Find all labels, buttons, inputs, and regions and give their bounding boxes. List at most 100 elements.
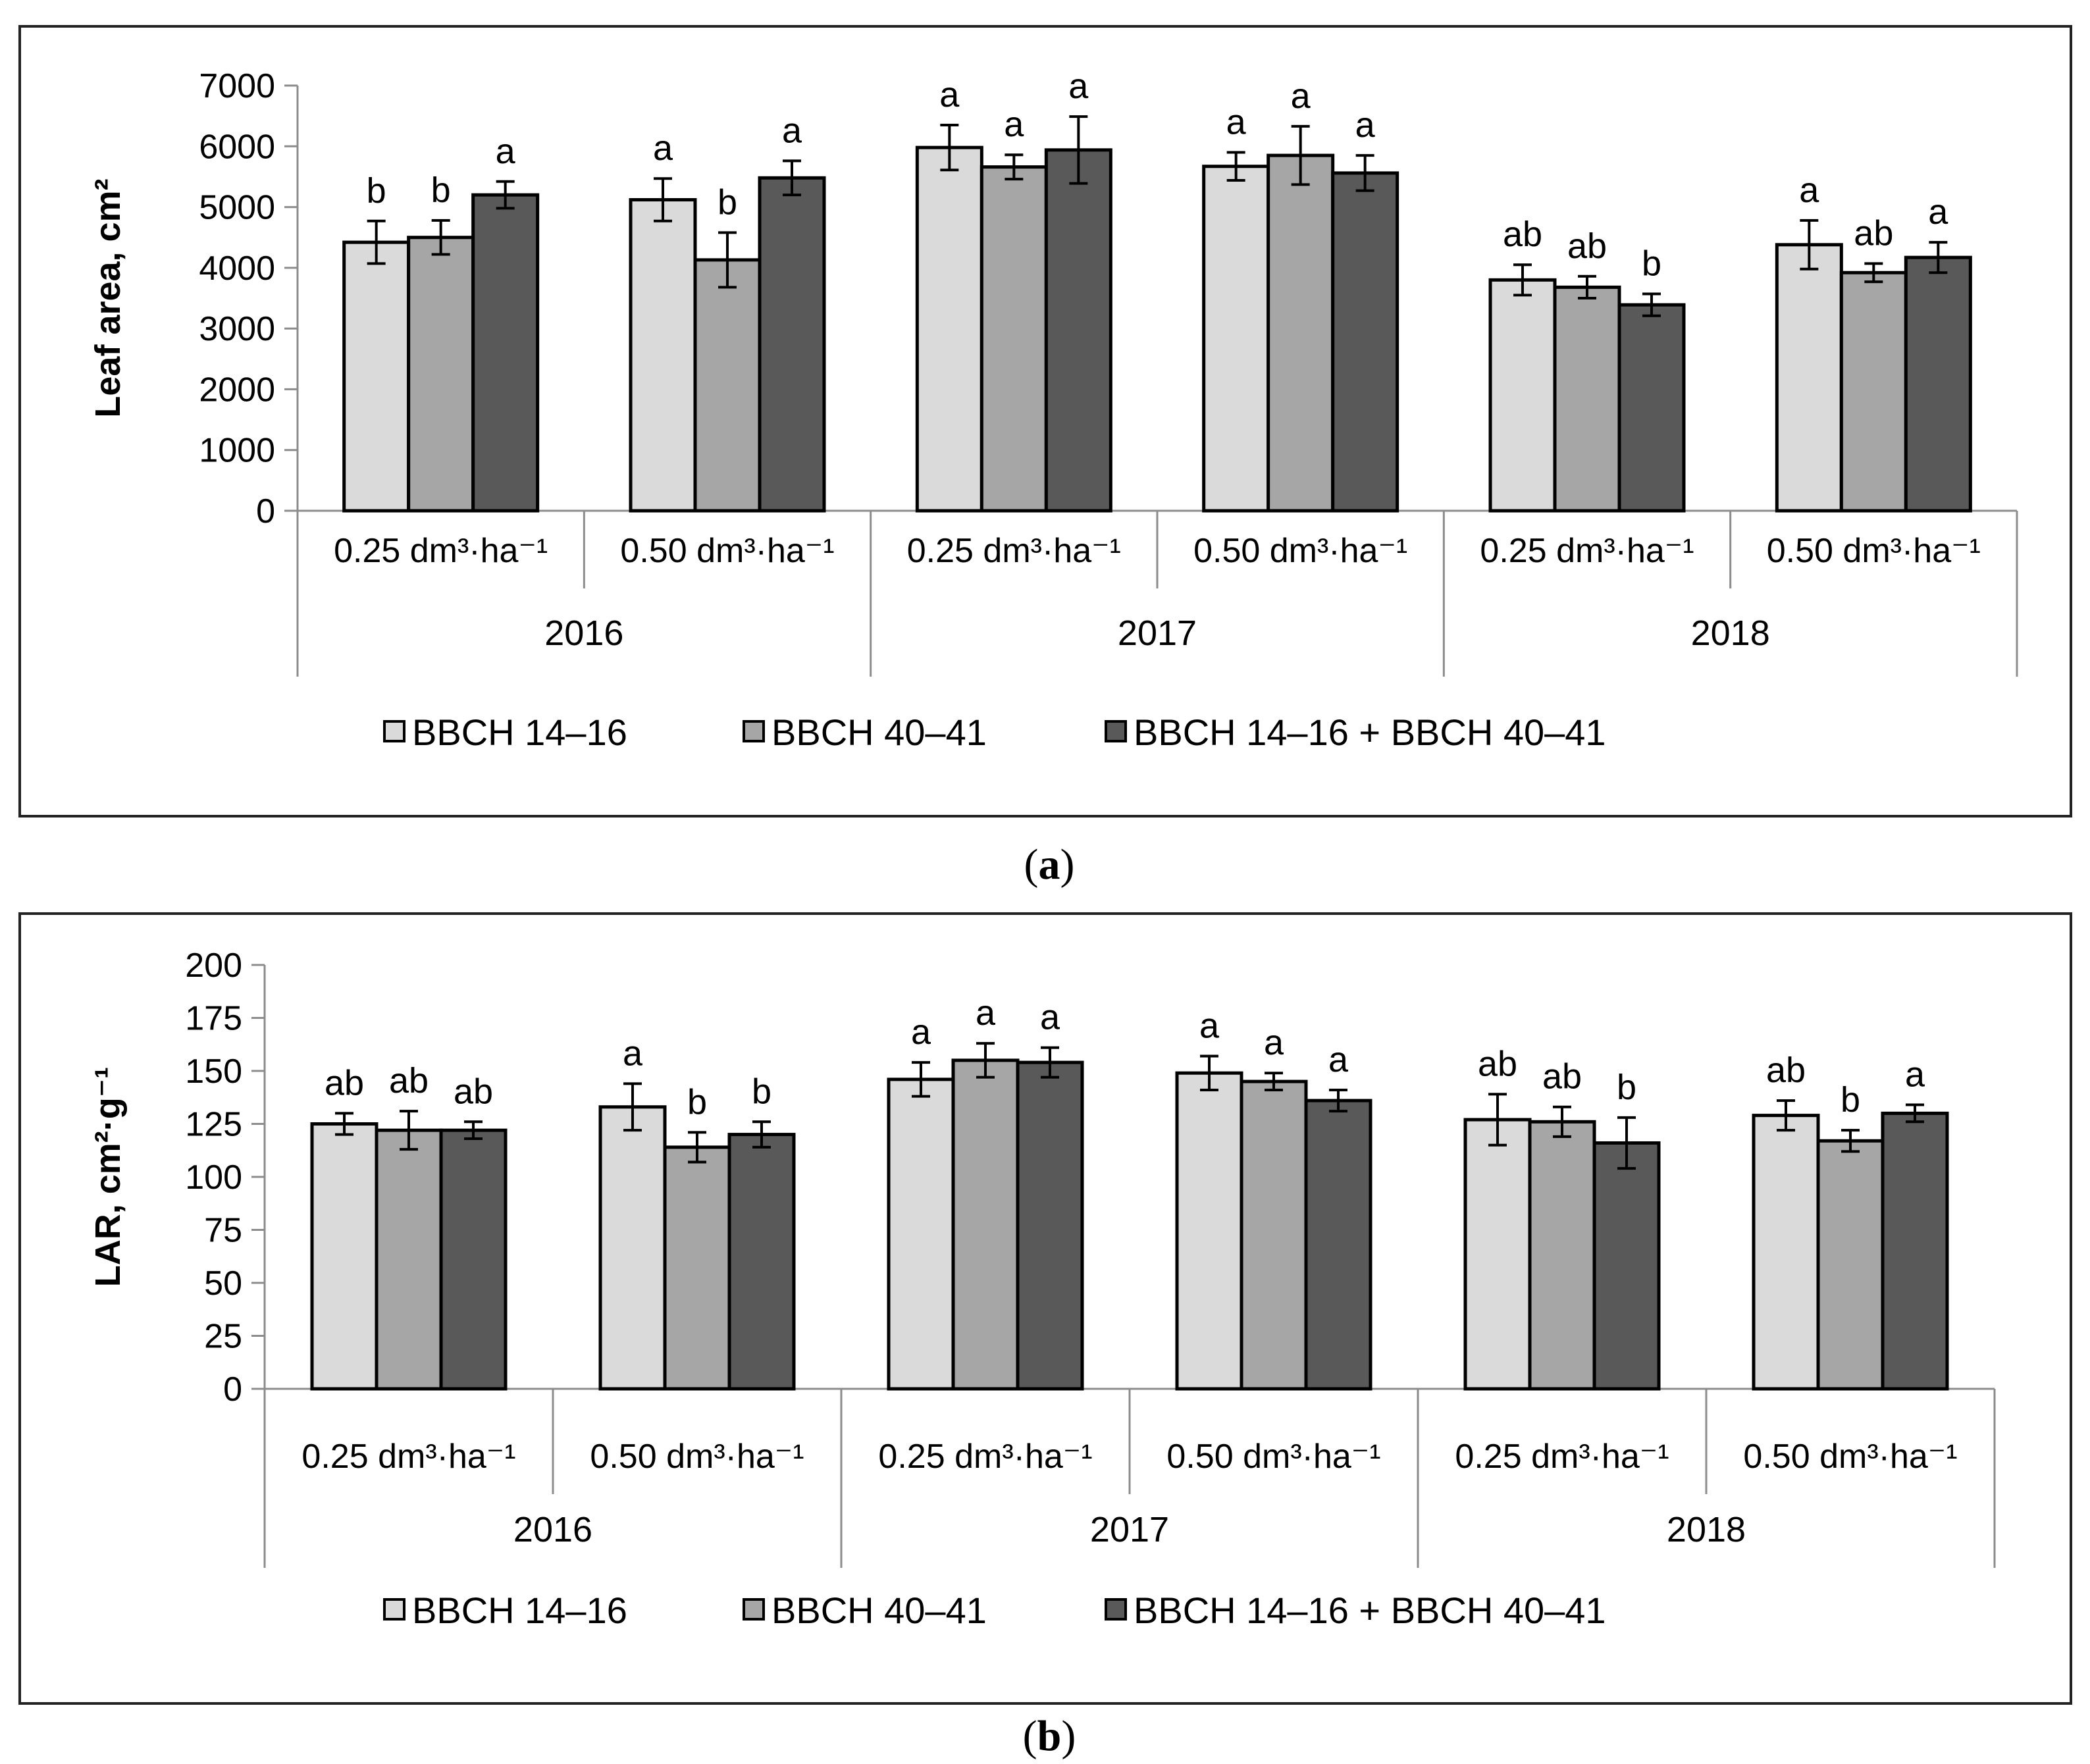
significance-letter: ab — [454, 1072, 493, 1111]
bar — [1267, 153, 1335, 513]
significance-letter: a — [976, 993, 996, 1033]
bar — [915, 145, 983, 513]
caption-a: (a) — [1024, 841, 1075, 889]
bar — [342, 240, 411, 513]
bar — [629, 197, 697, 513]
y-tick-label: 25 — [204, 1318, 242, 1356]
bar — [439, 1128, 508, 1391]
bar — [1839, 271, 1908, 513]
category-label: 0.25 dm³·ha⁻¹ — [1455, 1438, 1669, 1476]
legend-label: BBCH 40–41 — [771, 1590, 987, 1631]
y-tick-label: 2000 — [199, 371, 275, 409]
significance-letter: a — [1040, 998, 1060, 1037]
significance-letter: b — [1642, 244, 1661, 284]
legend-label: BBCH 14–16 + BBCH 40–41 — [1134, 1590, 1606, 1631]
y-tick-label: 50 — [204, 1264, 242, 1303]
bar — [727, 1133, 796, 1391]
y-tick-label: 150 — [185, 1052, 242, 1091]
category-label: 0.50 dm³·ha⁻¹ — [1193, 532, 1407, 570]
significance-letter: a — [1264, 1023, 1284, 1062]
y-tick-label: 125 — [185, 1106, 242, 1144]
group-label: 2016 — [513, 1510, 592, 1549]
y-axis-title: LAR, cm²·g⁻¹ — [88, 1067, 128, 1287]
bar — [598, 1105, 667, 1391]
category-label: 0.50 dm³·ha⁻¹ — [1166, 1438, 1380, 1476]
significance-letter: a — [782, 111, 802, 150]
legend-swatch — [743, 1598, 765, 1621]
chart-panel-a: 0 1000 2000 3000 4000 5000 6000 7000 Leaf area, … — [18, 25, 2072, 817]
bar — [1175, 1071, 1243, 1391]
significance-letter: a — [939, 75, 960, 115]
y-tick-label: 7000 — [199, 67, 275, 105]
significance-letter: ab — [1478, 1044, 1517, 1083]
y-tick-label: 5000 — [199, 189, 275, 227]
bar — [375, 1128, 443, 1391]
category-label: 0.50 dm³·ha⁻¹ — [1743, 1438, 1957, 1476]
bar — [1240, 1079, 1308, 1391]
significance-letter: a — [1355, 105, 1376, 145]
y-tick-label: 0 — [256, 492, 275, 531]
significance-letter: b — [367, 171, 386, 211]
significance-letter: ab — [389, 1061, 429, 1101]
y-tick-label: 0 — [223, 1370, 242, 1409]
significance-letter: a — [653, 128, 673, 168]
significance-letter: a — [1226, 103, 1247, 142]
lar-chart: 0 25 50 75 100 125 150 175 200 LAR, cm²·g⁻¹ 0.25 d… — [88, 947, 1996, 1631]
bar — [1775, 243, 1843, 513]
significance-letter: b — [1617, 1068, 1636, 1107]
bar — [758, 176, 826, 513]
category-label: 0.25 dm³·ha⁻¹ — [1480, 532, 1694, 570]
category-label: 0.50 dm³·ha⁻¹ — [1767, 532, 1981, 570]
significance-letter: a — [1004, 105, 1024, 144]
significance-letter: ab — [325, 1063, 364, 1102]
significance-letter: a — [1199, 1006, 1220, 1045]
significance-letter: b — [431, 170, 451, 210]
chart-panel-b: 0 25 50 75 100 125 150 175 200 LAR, cm²·g⁻¹ 0.25 d… — [18, 912, 2072, 1705]
category-label: 0.25 dm³·ha⁻¹ — [907, 532, 1121, 570]
legend-label: BBCH 40–41 — [771, 712, 987, 753]
significance-letter: b — [718, 182, 737, 222]
category-label: 0.50 dm³·ha⁻¹ — [620, 532, 834, 570]
leaf-area-chart: 0 1000 2000 3000 4000 5000 6000 7000 Leaf area, … — [88, 66, 2018, 753]
bar — [1904, 255, 1972, 513]
significance-letter: ab — [1854, 213, 1893, 253]
significance-letter: a — [1799, 170, 1819, 210]
bar — [663, 1145, 731, 1391]
group-label: 2016 — [544, 613, 623, 653]
bar — [407, 236, 475, 513]
bar — [471, 193, 540, 513]
bar — [887, 1077, 955, 1391]
category-label: 0.50 dm³·ha⁻¹ — [590, 1438, 804, 1476]
y-tick-label: 4000 — [199, 249, 275, 288]
significance-letter: ab — [1567, 226, 1607, 266]
legend-swatch — [1105, 1598, 1127, 1621]
significance-letter: b — [1841, 1080, 1860, 1120]
bar — [1463, 1118, 1532, 1391]
caption-b: (b) — [1022, 1712, 1076, 1760]
significance-letter: ab — [1766, 1051, 1806, 1090]
significance-letter: a — [1068, 66, 1089, 106]
legend-swatch — [743, 720, 765, 742]
category-label: 0.25 dm³·ha⁻¹ — [301, 1438, 515, 1476]
bar — [1617, 303, 1686, 513]
legend-swatch — [383, 720, 405, 742]
significance-letter: a — [496, 132, 516, 171]
significance-letter: a — [623, 1033, 643, 1073]
y-tick-label: 75 — [204, 1212, 242, 1250]
significance-letter: a — [1291, 76, 1311, 116]
bar — [980, 165, 1048, 513]
legend-label: BBCH 14–16 + BBCH 40–41 — [1134, 712, 1606, 753]
significance-letter: a — [911, 1012, 931, 1052]
y-tick-label: 6000 — [199, 128, 275, 166]
category-label: 0.25 dm³·ha⁻¹ — [334, 532, 548, 570]
bar — [310, 1122, 379, 1391]
bar — [1304, 1099, 1372, 1391]
bar — [1044, 148, 1112, 513]
bar — [1488, 278, 1557, 513]
bar — [1553, 285, 1621, 513]
significance-letter: ab — [1503, 215, 1542, 254]
bar — [1881, 1111, 1949, 1391]
legend-swatch — [383, 1598, 405, 1621]
bar — [1528, 1120, 1596, 1391]
legend-swatch — [1105, 720, 1127, 742]
